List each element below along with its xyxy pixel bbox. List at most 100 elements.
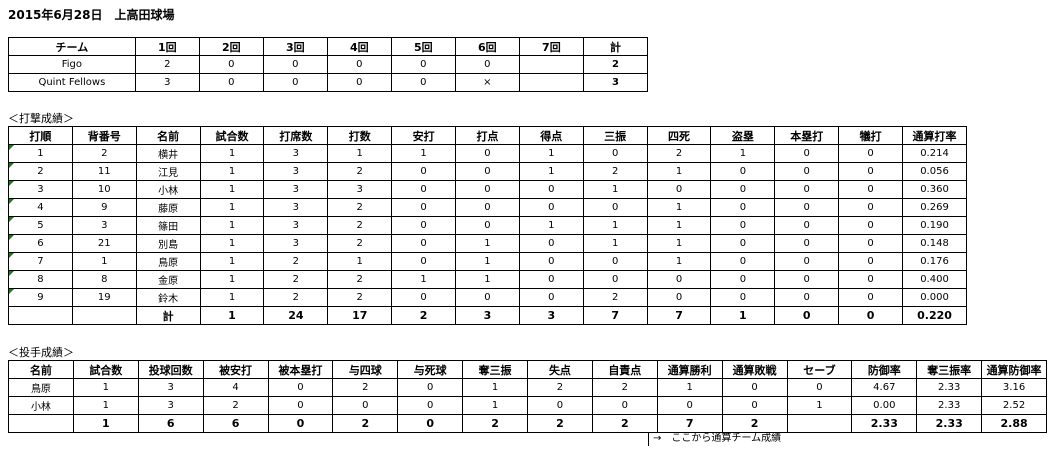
table-cell[interactable]: 0: [838, 234, 904, 253]
column-header[interactable]: 試合数: [199, 126, 265, 145]
total-cell[interactable]: 24: [263, 306, 329, 325]
table-cell[interactable]: 2.33: [916, 378, 983, 397]
table-cell[interactable]: 2: [263, 288, 329, 307]
table-cell[interactable]: [518, 55, 584, 74]
table-cell[interactable]: 0: [397, 396, 464, 415]
column-header[interactable]: セーブ: [786, 360, 853, 379]
table-cell[interactable]: 0: [774, 216, 840, 235]
column-header[interactable]: 犠打: [838, 126, 904, 145]
table-cell[interactable]: 2: [8, 162, 73, 181]
total-cell[interactable]: 0.220: [902, 306, 967, 325]
column-header[interactable]: 計: [582, 37, 649, 56]
total-cell[interactable]: [786, 414, 853, 433]
column-header[interactable]: 打順: [8, 126, 73, 145]
table-cell[interactable]: 0: [838, 198, 904, 217]
table-cell[interactable]: 0: [262, 55, 328, 74]
column-header[interactable]: 被安打: [202, 360, 269, 379]
table-cell[interactable]: 小林: [135, 180, 201, 199]
column-header[interactable]: 6回: [454, 37, 520, 56]
table-cell[interactable]: 0: [774, 162, 840, 181]
table-cell[interactable]: 1: [199, 180, 265, 199]
column-header[interactable]: 奪三振: [462, 360, 528, 379]
table-cell[interactable]: 7: [8, 252, 73, 271]
table-cell[interactable]: 0: [838, 162, 904, 181]
table-cell[interactable]: 3: [71, 216, 137, 235]
table-cell[interactable]: 0: [455, 180, 520, 199]
total-cell[interactable]: 7: [582, 306, 648, 325]
table-cell[interactable]: 金原: [135, 270, 201, 289]
total-cell[interactable]: 17: [327, 306, 393, 325]
table-cell[interactable]: 2: [582, 162, 648, 181]
table-cell[interactable]: 横井: [135, 144, 201, 163]
table-cell[interactable]: 8: [8, 270, 73, 289]
table-cell[interactable]: 0.056: [902, 162, 967, 181]
column-header[interactable]: 与四球: [332, 360, 399, 379]
table-cell[interactable]: 江見: [135, 162, 201, 181]
table-cell[interactable]: 0: [326, 73, 392, 92]
table-cell[interactable]: 0.269: [902, 198, 967, 217]
total-cell[interactable]: 2.33: [916, 414, 983, 433]
table-cell[interactable]: 0: [721, 396, 788, 415]
table-cell[interactable]: 2: [327, 162, 393, 181]
table-cell[interactable]: 0: [267, 396, 334, 415]
table-cell[interactable]: 鳥原: [135, 252, 201, 271]
total-cell[interactable]: 計: [135, 306, 201, 325]
table-cell[interactable]: 0: [391, 198, 457, 217]
table-cell[interactable]: 2: [263, 270, 329, 289]
table-cell[interactable]: 藤原: [135, 198, 201, 217]
table-cell[interactable]: 0: [518, 234, 584, 253]
table-cell[interactable]: 1: [462, 378, 528, 397]
table-cell[interactable]: 1: [582, 216, 648, 235]
table-cell[interactable]: 0: [198, 73, 264, 92]
column-header[interactable]: 打点: [455, 126, 520, 145]
table-cell[interactable]: 10: [71, 180, 137, 199]
table-cell[interactable]: 0: [838, 270, 904, 289]
table-cell[interactable]: 0: [390, 73, 456, 92]
table-cell[interactable]: 0: [582, 252, 648, 271]
table-cell[interactable]: 2: [327, 288, 393, 307]
table-cell[interactable]: 0: [262, 73, 328, 92]
table-cell[interactable]: 3: [8, 180, 73, 199]
table-cell[interactable]: 0: [518, 180, 584, 199]
table-cell[interactable]: 2: [327, 270, 393, 289]
table-cell[interactable]: 0: [710, 162, 776, 181]
table-cell[interactable]: 0: [710, 252, 776, 271]
table-cell[interactable]: 0.148: [902, 234, 967, 253]
table-cell[interactable]: 1: [518, 216, 584, 235]
table-cell[interactable]: 鈴木: [135, 288, 201, 307]
column-header[interactable]: 奪三振率: [916, 360, 983, 379]
table-cell[interactable]: 3: [327, 180, 393, 199]
table-cell[interactable]: 2: [591, 378, 658, 397]
table-cell[interactable]: 4: [202, 378, 269, 397]
table-cell[interactable]: 0: [326, 55, 392, 74]
table-cell[interactable]: 0.176: [902, 252, 967, 271]
table-cell[interactable]: 4: [8, 198, 73, 217]
total-cell[interactable]: [8, 306, 73, 325]
column-header[interactable]: 失点: [527, 360, 593, 379]
table-cell[interactable]: 3: [134, 73, 200, 92]
table-cell[interactable]: 3.16: [981, 378, 1047, 397]
table-cell[interactable]: 0: [391, 252, 457, 271]
total-cell[interactable]: 2: [591, 414, 658, 433]
table-cell[interactable]: 小林: [8, 396, 74, 415]
table-cell[interactable]: 別島: [135, 234, 201, 253]
table-cell[interactable]: 0: [721, 378, 788, 397]
table-cell[interactable]: 0.214: [902, 144, 967, 163]
table-cell[interactable]: 1: [646, 252, 712, 271]
total-cell[interactable]: 0: [838, 306, 904, 325]
table-cell[interactable]: 0: [774, 198, 840, 217]
table-cell[interactable]: 0: [455, 198, 520, 217]
table-cell[interactable]: 0: [838, 216, 904, 235]
column-header[interactable]: 三振: [582, 126, 648, 145]
table-cell[interactable]: 2: [263, 252, 329, 271]
table-cell[interactable]: 0: [582, 270, 648, 289]
table-cell[interactable]: 3: [263, 198, 329, 217]
table-cell[interactable]: 9: [8, 288, 73, 307]
table-cell[interactable]: 0.190: [902, 216, 967, 235]
table-cell[interactable]: 0: [455, 216, 520, 235]
column-header[interactable]: 盗塁: [710, 126, 776, 145]
table-cell[interactable]: 3: [263, 162, 329, 181]
total-cell[interactable]: [71, 306, 137, 325]
table-cell[interactable]: 0: [518, 288, 584, 307]
table-cell[interactable]: 5: [8, 216, 73, 235]
